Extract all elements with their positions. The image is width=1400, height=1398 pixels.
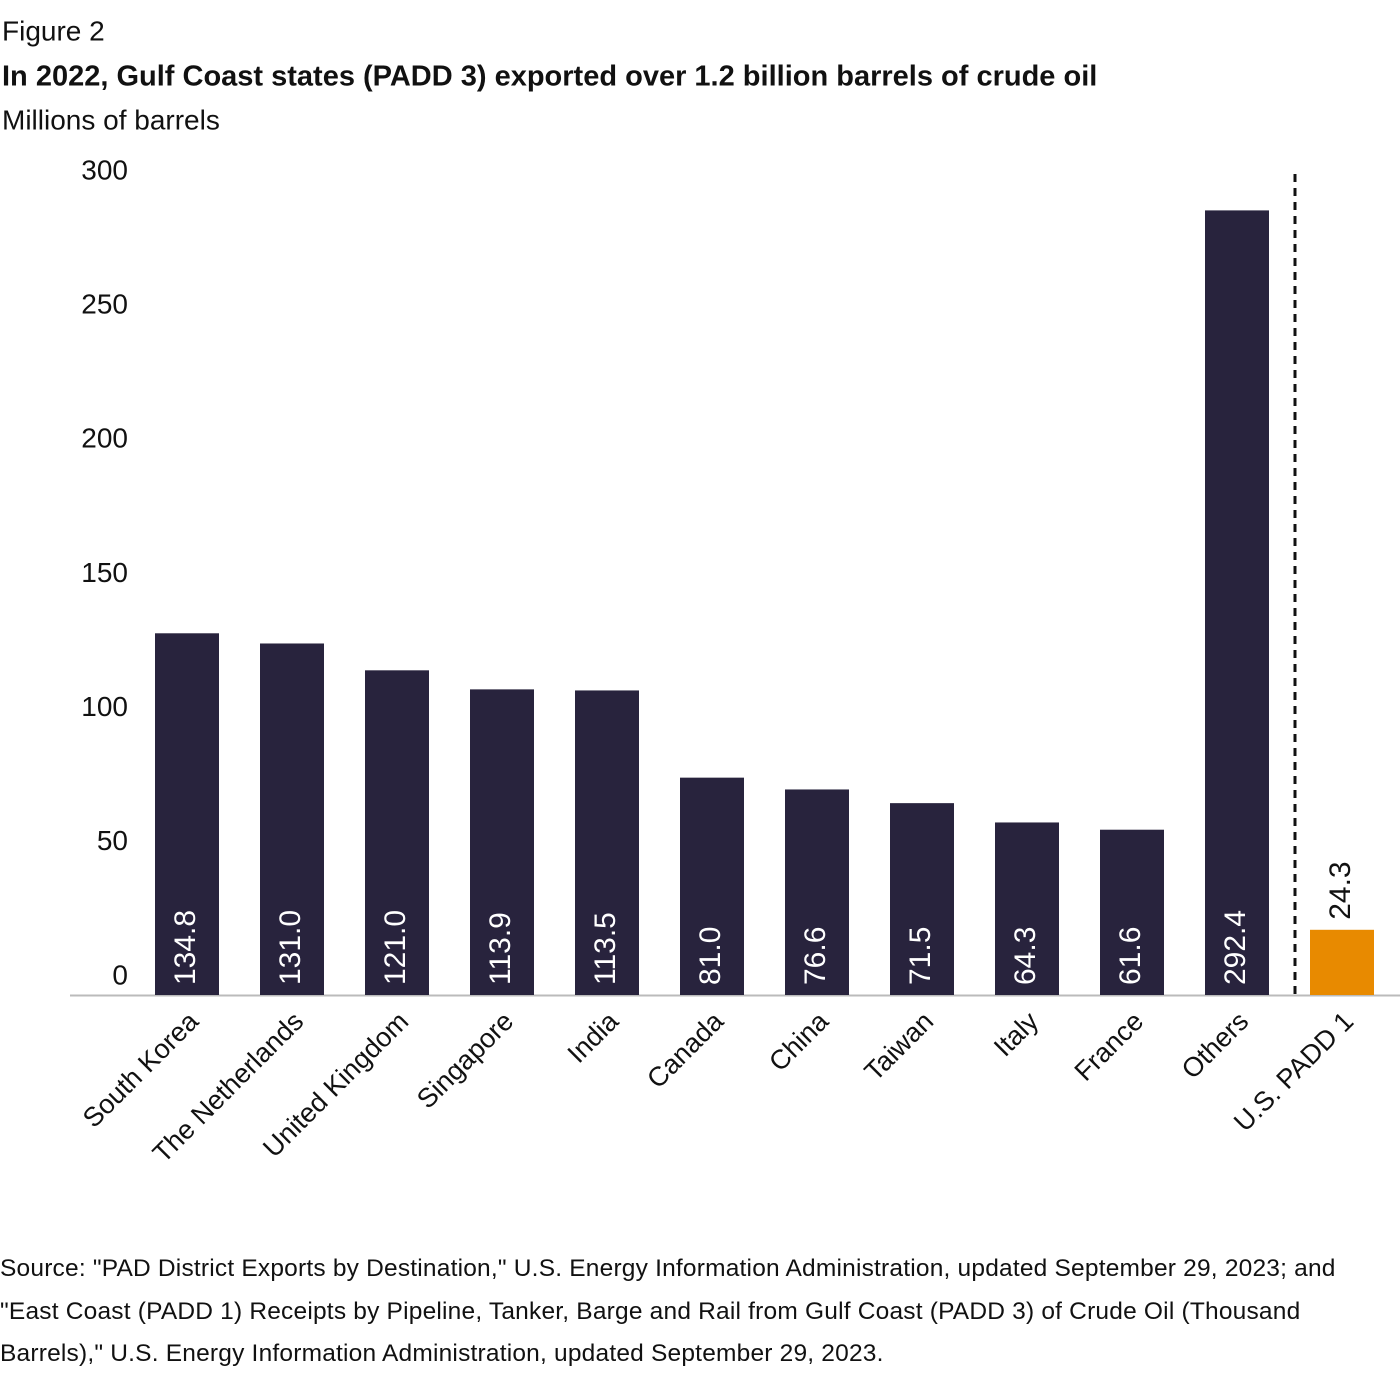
- value-label: 76.6: [799, 927, 832, 985]
- y-tick-label: 0: [112, 959, 128, 990]
- bar: [365, 670, 429, 995]
- y-tick-label: 300: [81, 154, 128, 185]
- chart-title: In 2022, Gulf Coast states (PADD 3) expo…: [2, 61, 1097, 93]
- chart: Figure 2 In 2022, Gulf Coast states (PAD…: [2, 15, 1400, 1168]
- bar: [470, 689, 534, 995]
- source-note: Source: "PAD District Exports by Destina…: [0, 1255, 1336, 1367]
- bar: [785, 789, 849, 995]
- bar: [575, 690, 639, 995]
- y-tick-label: 200: [81, 423, 128, 454]
- x-tick-label: China: [763, 1005, 835, 1077]
- value-label: 81.0: [694, 927, 727, 985]
- bar: [890, 803, 954, 995]
- value-label: 24.3: [1324, 861, 1357, 919]
- bar: [260, 643, 324, 995]
- value-label: 61.6: [1114, 927, 1147, 985]
- x-tick-label: Singapore: [411, 1006, 519, 1114]
- figure-label: Figure 2: [2, 15, 105, 46]
- bar: [1205, 210, 1269, 996]
- value-label: 71.5: [904, 927, 937, 985]
- value-label: 134.8: [169, 910, 202, 985]
- bar: [680, 777, 744, 995]
- y-tick-label: 100: [81, 691, 128, 722]
- x-tick-label: Italy: [988, 1006, 1045, 1063]
- x-tick-label: India: [562, 1005, 625, 1068]
- chart-subtitle: Millions of barrels: [2, 104, 220, 135]
- bar: [1100, 829, 1164, 995]
- x-tick-label: France: [1069, 1006, 1150, 1087]
- bar: [155, 633, 219, 995]
- x-tick-label: Canada: [641, 1005, 730, 1094]
- bar: [995, 822, 1059, 995]
- value-label: 292.4: [1219, 910, 1252, 985]
- y-tick-label: 150: [81, 557, 128, 588]
- y-tick-label: 250: [81, 289, 128, 320]
- value-label: 121.0: [379, 910, 412, 985]
- value-label: 113.5: [589, 912, 622, 985]
- value-label: 64.3: [1009, 927, 1042, 985]
- x-tick-label: Others: [1176, 1006, 1255, 1085]
- value-label: 131.0: [274, 910, 307, 985]
- value-label: 113.9: [484, 912, 517, 985]
- x-tick-label: Taiwan: [859, 1006, 940, 1087]
- bar: [1310, 929, 1374, 995]
- y-tick-label: 50: [97, 825, 128, 856]
